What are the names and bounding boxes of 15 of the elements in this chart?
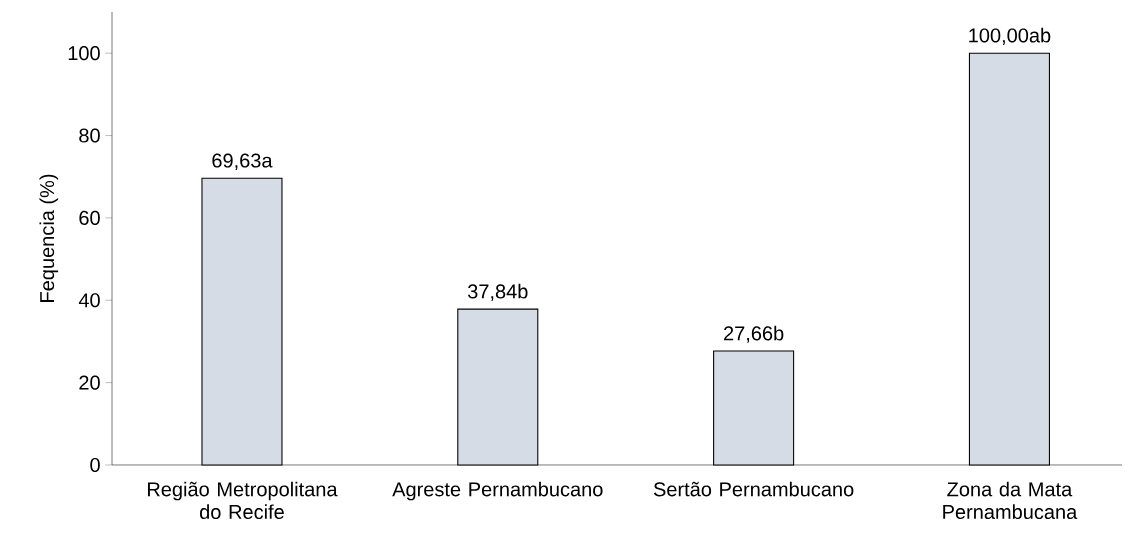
y-axis-title: Fequencia (%) [39,174,59,302]
x-tick-label: Agreste Pernambucano [392,481,603,501]
x-tick-label: Sertão Pernambucano [653,481,854,497]
x-tick-label: Região Metropolitana do Recife [147,481,338,520]
x-tick-label: Zona da Mata Pernambucana [943,481,1078,520]
data-label: 100,00ab [969,27,1051,45]
data-label: 27,66b [724,325,784,343]
y-tick-label: 40 [78,293,100,308]
y-tick-label: 0 [90,457,100,473]
y-tick-label: 60 [79,210,100,225]
y-tick-label: 20 [79,375,100,390]
data-label: 69,63a [212,153,273,170]
y-tick-label: 100 [68,46,100,61]
data-label: 37,84b [467,283,528,301]
y-tick-label: 80 [79,128,100,143]
